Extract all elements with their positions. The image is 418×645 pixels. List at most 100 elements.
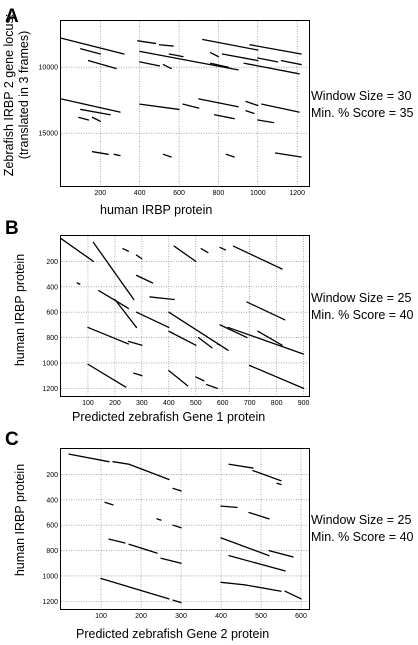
panel-b-match-segment (98, 289, 130, 310)
panel-b-window-size: Window Size = 25 (311, 291, 412, 305)
panel-c-match-segment (156, 518, 162, 521)
panel-b-match-segment (197, 336, 213, 349)
panel-c-match-segment (172, 487, 182, 492)
panel-c-y-tick-label: 1200 (42, 599, 58, 606)
panel-letter-c: C (5, 429, 19, 450)
panel-a-match-segment (245, 110, 255, 115)
panel-a-min-score: Min. % Score = 35 (311, 106, 414, 120)
panel-a-y-tick-label: 10000 (39, 65, 59, 72)
panel-c-y-tick-label: 600 (46, 523, 58, 530)
panel-a-match-segment (202, 38, 259, 51)
panel-c-match-segment (220, 537, 270, 557)
panel-a-match-segment (80, 48, 102, 55)
panel-b-x-tick-label: 100 (82, 400, 94, 407)
panel-c-match-segment (228, 463, 254, 469)
panel-letter-a: A (5, 6, 19, 27)
panel-c-min-score: Min. % Score = 40 (311, 530, 414, 544)
panel-b-match-segment (149, 296, 175, 301)
panel-c-y-tick-label: 400 (46, 497, 58, 504)
panel-b-match-segment (135, 274, 154, 284)
panel-c-x-tick-label: 200 (135, 613, 147, 620)
panel-b-match-segment (168, 330, 197, 346)
panel-a-x-tick-label: 200 (95, 190, 107, 197)
panel-c-y-tick-label: 1000 (42, 573, 58, 580)
panel-b-match-segment (135, 254, 143, 260)
panel-c-window-size: Window Size = 25 (311, 513, 412, 527)
panel-letter-b: B (5, 218, 19, 239)
panel-b-x-tick-label: 800 (271, 400, 283, 407)
panel-b-match-segment (76, 282, 81, 285)
panel-b-ylabel-line-1: human IRBP protein (13, 253, 27, 367)
panel-b-y-tick-label: 800 (46, 335, 58, 342)
panel-b-x-tick-label: 500 (190, 400, 202, 407)
panel-a-match-segment (213, 114, 235, 120)
panel-a-ylabel-line-1: Zebrafish IRBP 2 gene locus: (2, 13, 16, 177)
panel-a-match-segment (162, 153, 172, 158)
panel-c-plot: 100 200 300 400 500 600 200 400 600 800 1000 1200 (42, 448, 310, 620)
panel-a-match-segment (91, 151, 109, 155)
panel-a-match-segment (168, 53, 184, 58)
panel-c-match-segment (68, 453, 110, 463)
panel-a-x-tick-label: 400 (134, 190, 146, 197)
panel-a-match-segment (209, 52, 220, 58)
panel-b-x-tick-label: 600 (217, 400, 229, 407)
panel-b-y-tick-label: 400 (46, 284, 58, 291)
panel-c-match-segment (172, 599, 182, 604)
panel-b-x-tick-label: 700 (244, 400, 256, 407)
panel-b-y-tick-label: 1200 (42, 386, 58, 393)
panel-a-ylabel-line-2: (translated in 3 frames) (17, 30, 31, 160)
panel-c-x-tick-label: 100 (95, 613, 107, 620)
panel-a-match-segment (78, 116, 90, 121)
panel-c-match-segment (128, 543, 158, 554)
panel-a-match-segment (274, 152, 302, 158)
panel-a-match-segment (221, 53, 259, 62)
panel-c-y-tick-label: 800 (46, 548, 58, 555)
panel-c-match-segment (220, 581, 246, 586)
panel-b-plot: 100 200 300 400 500 600 700 800 900 200 400 600 800 1… (42, 235, 310, 407)
panel-b-match-segment (122, 248, 130, 252)
panel-c-y-tick-label: 200 (46, 472, 58, 479)
panel-c-match-segment (220, 505, 238, 509)
panel-a-x-tick-label: 1200 (289, 190, 305, 197)
panel-a-x-tick-label: 800 (213, 190, 225, 197)
panel-c-ylabel-line-1: human IRBP protein (13, 463, 27, 577)
panel-a-match-segment (139, 61, 161, 67)
panel-c-xlabel: Predicted zebrafish Gene 2 protein (76, 627, 270, 641)
panel-a-match-segment (91, 116, 102, 122)
panel-b-match-segment (133, 372, 143, 377)
panel-a-xlabel: human IRBP protein (100, 203, 213, 217)
panel-a-ylabel: Zebrafish IRBP 2 gene locus: (translated… (2, 0, 32, 190)
panel-a-match-segment (257, 57, 279, 63)
panel-b-y-tick-label: 1000 (42, 360, 58, 367)
panel-c-match-segment (128, 463, 170, 481)
panel-a-window-size: Window Size = 30 (311, 89, 412, 103)
panel-c-x-tick-label: 300 (175, 613, 187, 620)
panel-c-match-segment (244, 584, 282, 592)
panel-a-match-segment (60, 37, 125, 55)
panel-a-match-segment (225, 153, 235, 158)
panel-a-match-segment (280, 59, 302, 66)
panel-a-match-segment (137, 40, 157, 45)
panel-b-match-segment (168, 369, 189, 387)
panel-b-match-segment (135, 311, 170, 329)
panel-a-params: Window Size = 30 Min. % Score = 35 (311, 88, 413, 122)
panel-b-y-tick-label: 200 (46, 259, 58, 266)
panel-b-match-segment (227, 326, 305, 355)
panel-b-match-segment (219, 324, 248, 339)
panel-b-match-segment (195, 376, 205, 382)
panel-a-match-segment (162, 63, 172, 70)
panel-b-xlabel: Predicted zebrafish Gene 1 protein (72, 410, 266, 424)
panel-c-match-segment (160, 557, 182, 564)
panel-c-match-segment (108, 538, 126, 544)
panel-a-match-segment (245, 100, 259, 107)
panel-a-match-segment (261, 103, 300, 113)
panel-b-match-segment (92, 241, 135, 301)
panel-c-dotplot: 100 200 300 400 500 600 200 400 600 800 1000 1200 (42, 449, 309, 620)
panel-a-match-segment (139, 103, 180, 111)
panel-b-match-segment (249, 364, 305, 390)
panel-a-match-segment (60, 98, 121, 113)
panel-c-params: Window Size = 25 Min. % Score = 40 (311, 512, 413, 546)
panel-b-min-score: Min. % Score = 40 (311, 308, 414, 322)
panel-c-x-tick-label: 400 (215, 613, 227, 620)
panel-a-x-tick-label: 1000 (250, 190, 266, 197)
